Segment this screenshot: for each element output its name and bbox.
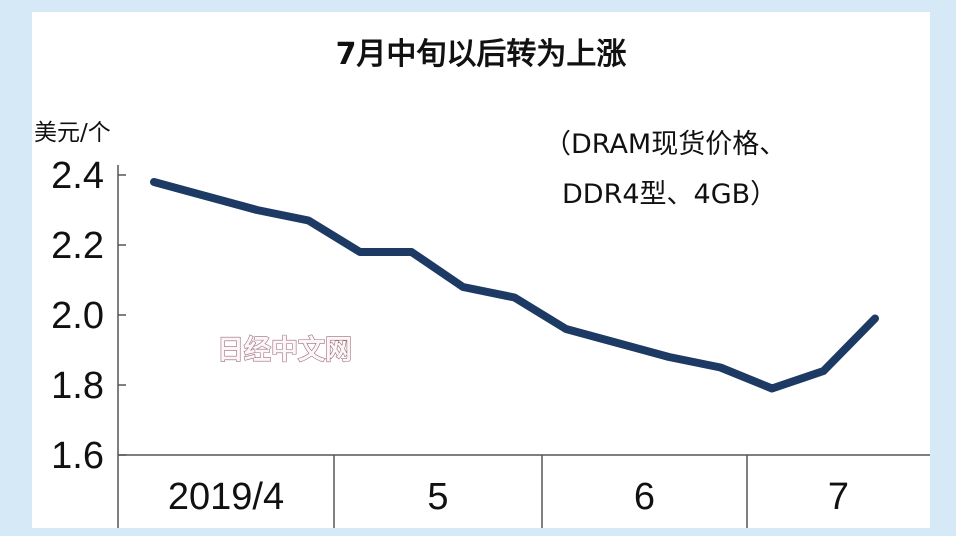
- y-tick-label: 2.4: [51, 155, 104, 197]
- annotation-line-2: DDR4型、4GB）: [562, 179, 777, 210]
- chart: 7月中旬以后转为上涨 美元/个 （DRAM现货价格、 DDR4型、4GB） 日经…: [34, 37, 930, 528]
- data-point: [256, 209, 258, 211]
- data-point: [565, 328, 567, 330]
- data-point: [668, 356, 670, 358]
- data-point: [410, 251, 413, 253]
- y-tick-label: 2.2: [51, 225, 104, 267]
- x-tick-label: 6: [634, 476, 655, 518]
- x-tick-label: 2019/4: [168, 476, 284, 518]
- data-point: [616, 342, 619, 344]
- data-point: [719, 366, 722, 369]
- data-point: [307, 219, 310, 222]
- annotation-line-1: （DRAM现货价格、: [544, 129, 786, 160]
- chart-title: 7月中旬以后转为上涨: [336, 37, 627, 72]
- data-point: [513, 296, 516, 299]
- series-line-group: [150, 178, 879, 393]
- y-tick-label: 1.6: [51, 435, 104, 477]
- data-point: [771, 387, 773, 390]
- data-point: [153, 181, 155, 183]
- x-tick-label: 5: [427, 476, 448, 518]
- data-point: [822, 370, 825, 372]
- x-tick-label: 7: [828, 476, 849, 518]
- y-axis-unit: 美元/个: [34, 120, 111, 146]
- data-point: [462, 286, 464, 288]
- chart-frame: 7月中旬以后转为上涨 美元/个 （DRAM现货价格、 DDR4型、4GB） 日经…: [32, 12, 930, 528]
- watermark: 日经中文网: [217, 334, 352, 366]
- axes: 2.4 2.2 2.0 1.8 1.6 2019/4 5 6 7: [51, 155, 930, 528]
- data-point: [874, 317, 876, 320]
- data-point: [359, 251, 361, 253]
- y-tick-label: 2.0: [51, 295, 104, 337]
- y-tick-label: 1.8: [51, 365, 104, 407]
- data-point: [204, 195, 207, 197]
